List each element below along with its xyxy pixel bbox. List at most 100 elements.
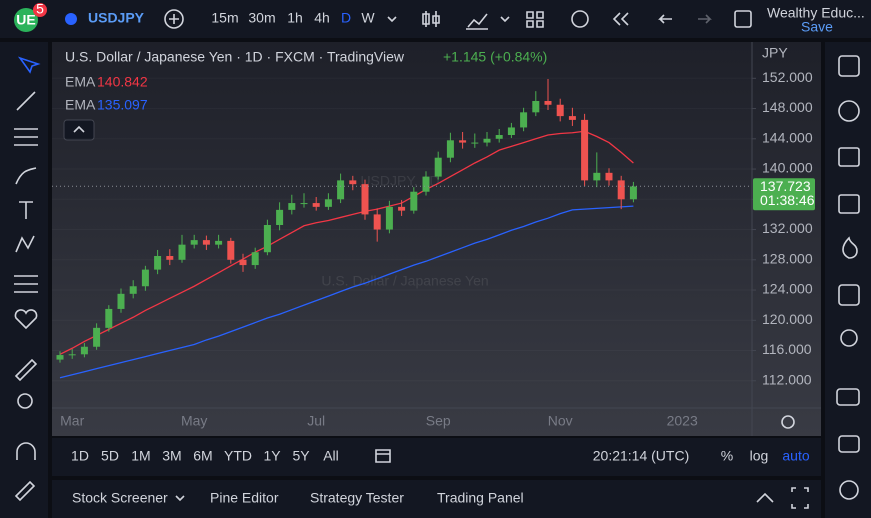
log-toggle[interactable]: log [750, 448, 769, 464]
panel-tab[interactable]: Stock Screener [72, 490, 168, 506]
fib-tool[interactable] [14, 128, 38, 146]
interval[interactable]: 1h [287, 10, 303, 26]
alert[interactable] [571, 10, 589, 28]
candle-body [202, 240, 210, 245]
chart-pane [52, 42, 821, 436]
add-symbol[interactable] [164, 9, 184, 29]
chart-type[interactable] [422, 11, 440, 27]
date-range-icon[interactable] [375, 449, 391, 463]
x-tick-label: Nov [548, 413, 573, 429]
candle-body [556, 104, 564, 117]
chats[interactable] [836, 388, 860, 406]
x-tick-label: Sep [426, 413, 451, 429]
range-button[interactable]: YTD [224, 448, 252, 464]
favorites-tool[interactable] [14, 309, 38, 330]
account-name[interactable]: Wealthy Educ... [767, 5, 865, 21]
range-button[interactable]: 1D [71, 448, 89, 464]
range-button[interactable]: 1M [131, 448, 150, 464]
interval[interactable]: D [341, 10, 351, 26]
interval[interactable]: 30m [248, 10, 275, 26]
interval[interactable]: W [361, 10, 375, 26]
magnet-tool[interactable] [16, 442, 36, 460]
messages[interactable] [838, 435, 860, 453]
text-tool[interactable] [19, 201, 33, 219]
ema-line [59, 205, 634, 379]
logo-text: UE [16, 12, 35, 28]
save[interactable]: Save [801, 19, 833, 35]
fullscreen-box[interactable] [734, 10, 752, 28]
candle-body [239, 259, 247, 266]
y-tick-label: 140.000 [762, 160, 813, 176]
interval[interactable]: 4h [314, 10, 330, 26]
candle-body [190, 240, 198, 245]
candle-body [532, 100, 540, 113]
settings[interactable] [781, 415, 795, 429]
maximize[interactable] [791, 487, 809, 509]
left-toolbar [0, 42, 48, 518]
range-button[interactable]: 6M [193, 448, 212, 464]
candle-body [141, 269, 149, 287]
indicators[interactable] [466, 13, 488, 30]
candle-body [263, 225, 271, 253]
range-button[interactable]: 5Y [292, 448, 310, 464]
panel-toggle[interactable] [756, 492, 774, 503]
cursor-tool[interactable] [17, 56, 41, 74]
candle-body [483, 138, 491, 143]
watermark-subtitle: U.S. Dollar / Japanese Yen [321, 273, 488, 289]
panel-tab[interactable]: Strategy Tester [310, 490, 404, 506]
candle-body [629, 186, 637, 200]
clock[interactable]: 20:21:14 (UTC) [593, 448, 689, 464]
collapse-legend[interactable] [63, 119, 95, 141]
currency[interactable]: JPY [762, 45, 788, 61]
data-window[interactable] [838, 194, 860, 214]
indicators-menu[interactable] [500, 16, 510, 23]
symbol[interactable]: USDJPY [88, 10, 145, 26]
y-tick-label: 116.000 [762, 341, 812, 357]
candle-body [507, 127, 515, 136]
y-tick-label: 128.000 [762, 250, 813, 266]
right-toolbar [825, 42, 871, 518]
measure-tool[interactable] [14, 358, 38, 382]
candle-body [105, 308, 113, 328]
undo[interactable] [658, 14, 672, 24]
replay[interactable] [612, 12, 629, 26]
range-button[interactable]: All [323, 448, 339, 464]
help[interactable] [839, 480, 859, 500]
collapse-chevron [73, 125, 85, 133]
interval[interactable]: 15m [211, 10, 238, 26]
screener-menu[interactable] [175, 495, 185, 502]
redo[interactable] [698, 14, 712, 24]
layouts[interactable] [526, 11, 544, 28]
range-button[interactable]: 3M [162, 448, 181, 464]
calendar[interactable] [838, 284, 860, 306]
badge-count: 5 [36, 1, 44, 17]
alerts[interactable] [838, 100, 860, 122]
prediction-tool[interactable] [14, 275, 38, 293]
candle-body [166, 256, 174, 260]
news[interactable] [838, 147, 860, 167]
candle-body [605, 172, 613, 181]
legend-value: 140.842 [97, 74, 148, 90]
auto-toggle[interactable]: auto [782, 448, 809, 464]
zoom-tool[interactable] [17, 393, 33, 409]
brush-tool[interactable] [15, 167, 37, 185]
panel-tab[interactable]: Trading Panel [437, 490, 524, 506]
trend-line-tool[interactable] [16, 91, 36, 111]
logo[interactable] [14, 8, 38, 32]
legend-name: EMA [65, 97, 96, 113]
panel-tab[interactable]: Pine Editor [210, 490, 279, 506]
range-button[interactable]: 5D [101, 448, 119, 464]
candle-body [349, 180, 357, 185]
percent-toggle[interactable]: % [721, 448, 733, 464]
ideas[interactable] [840, 329, 858, 347]
candle-body [154, 256, 162, 270]
hotlists[interactable] [842, 236, 858, 259]
range-button[interactable]: 1Y [263, 448, 281, 464]
y-tick-label: 148.000 [762, 99, 813, 115]
lock-tool[interactable] [14, 480, 36, 502]
watchlist[interactable] [838, 55, 860, 77]
candle-body [593, 172, 601, 181]
interval-menu[interactable] [387, 16, 397, 23]
pattern-tool[interactable] [15, 235, 35, 253]
candle-body [324, 199, 332, 207]
